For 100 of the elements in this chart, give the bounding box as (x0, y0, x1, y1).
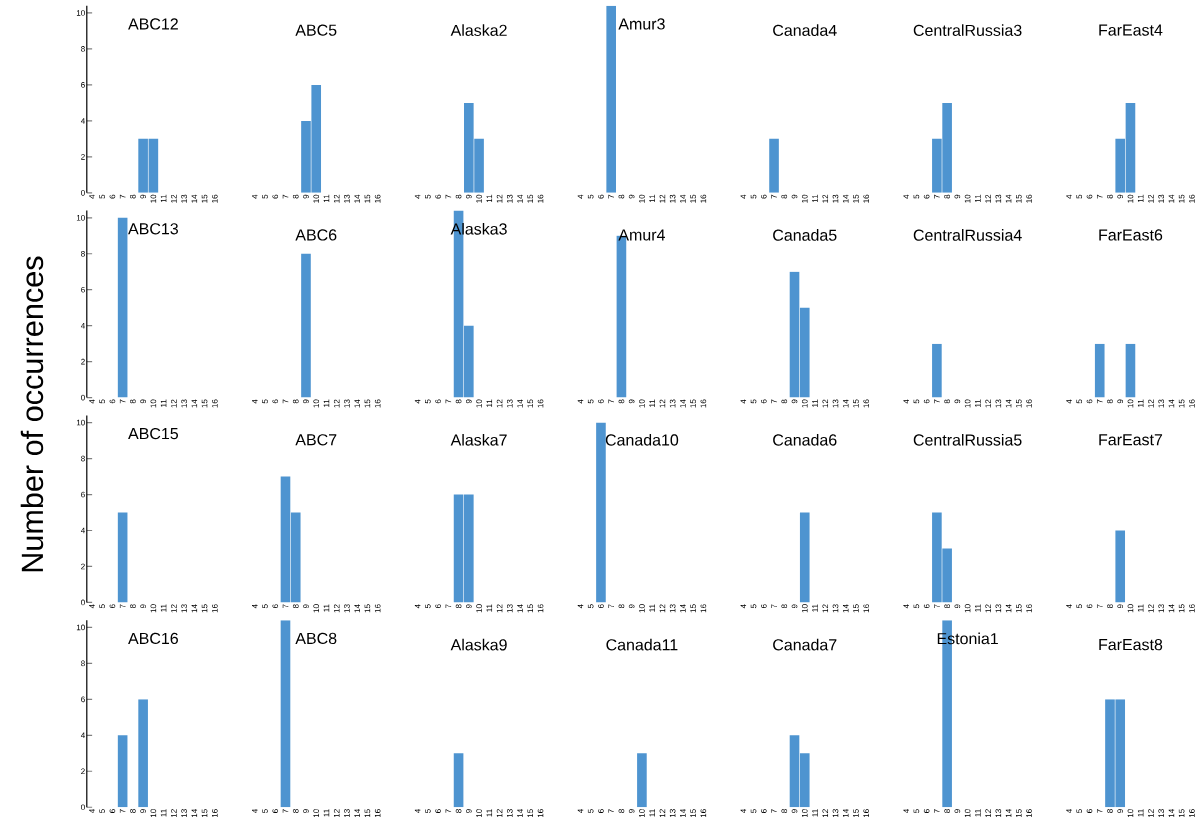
x-tick-label: 4 (577, 399, 584, 404)
x-tick-label: 14 (517, 194, 523, 203)
x-tick-label: 13 (669, 399, 676, 408)
x-tick-label: 13 (832, 604, 839, 613)
x-tick-label: 13 (832, 399, 839, 408)
x-tick-label: 7 (282, 604, 289, 608)
x-tick-label: 16 (211, 399, 218, 408)
x-tick-label: 16 (537, 604, 544, 613)
x-tick-label: 5 (1076, 604, 1083, 609)
x-tick-label: 10 (150, 399, 157, 408)
x-tick-label: 16 (700, 604, 707, 613)
x-tick-label: 10 (150, 809, 157, 818)
x-tick-label: 14 (842, 604, 849, 613)
x-tick-label: 11 (649, 194, 655, 202)
x-tick-label: 4 (1066, 604, 1072, 609)
x-tick-label: 10 (639, 604, 645, 613)
x-tick-label: 16 (700, 399, 707, 408)
x-tick-label: 5 (913, 194, 920, 199)
x-tick-label: 11 (812, 604, 818, 612)
x-tick-label: 6 (923, 399, 930, 404)
x-tick-label: 12 (659, 809, 666, 818)
x-tick-label: 15 (690, 604, 696, 613)
x-tick-label: 11 (649, 399, 655, 407)
x-tick-label: 5 (262, 604, 268, 609)
x-tick-label: 11 (323, 604, 330, 612)
x-tick-label: 15 (364, 604, 371, 613)
x-tick-label: 10 (801, 604, 808, 613)
text: ABC7 (295, 434, 337, 446)
x-tick-label: 16 (863, 194, 870, 203)
x-tick-label: 5 (750, 399, 757, 404)
x-tick-label: 5 (1076, 809, 1083, 813)
x-tick-label: 11 (975, 194, 981, 202)
x-tick-label: 15 (1016, 604, 1022, 613)
x-tick-label: 14 (1168, 194, 1175, 203)
x-tick-label: 9 (465, 194, 472, 199)
x-tick-label: 14 (680, 604, 686, 613)
y-tick-label: 6 (81, 286, 85, 293)
y-tick-label: 2 (81, 358, 85, 365)
x-tick-label: 11 (1137, 194, 1144, 202)
y-tick-label: 0 (81, 599, 85, 606)
x-tick-label: 13 (1158, 399, 1165, 408)
x-tick-label: 11 (160, 194, 167, 202)
text: ABC15 (128, 427, 178, 440)
x-tick-label: 13 (669, 194, 676, 203)
x-tick-label: 16 (863, 399, 870, 408)
y-tick-label: 6 (81, 491, 85, 498)
x-tick-label: 7 (445, 604, 452, 608)
x-tick-label: 8 (130, 399, 136, 404)
x-tick-label: 10 (313, 399, 320, 408)
x-tick-label: 9 (1117, 194, 1124, 199)
x-tick-label: 16 (374, 399, 381, 408)
x-tick-label: 4 (1066, 808, 1072, 813)
x-tick-label: 13 (1158, 809, 1165, 818)
x-tick-label: 16 (1026, 194, 1032, 203)
x-tick-label: 13 (832, 809, 839, 818)
x-tick-label: 6 (109, 604, 116, 608)
x-tick-label: 14 (191, 604, 198, 613)
x-tick-label: 8 (292, 194, 299, 199)
x-tick-label: 7 (1096, 194, 1103, 199)
x-tick-label: 14 (680, 399, 686, 408)
x-tick-label: 12 (985, 809, 991, 818)
x-tick-label: 5 (425, 809, 431, 813)
x-tick-label: 4 (577, 604, 584, 609)
x-tick-label: 6 (272, 809, 279, 813)
x-tick-label: 16 (1026, 399, 1032, 408)
x-tick-label: 16 (537, 399, 544, 408)
x-tick-label: 8 (781, 809, 788, 813)
x-tick-label: 9 (954, 809, 961, 813)
x-tick-label: 14 (354, 604, 360, 613)
x-tick-label: 11 (160, 809, 167, 817)
x-tick-label: 11 (1137, 809, 1144, 817)
x-tick-label: 7 (119, 194, 126, 199)
x-tick-label: 8 (618, 194, 625, 199)
x-tick-label: 6 (435, 194, 441, 199)
x-tick-label: 12 (1148, 194, 1154, 203)
x-tick-label: 5 (750, 194, 757, 199)
x-tick-label: 5 (750, 604, 757, 609)
text: Amur4 (618, 229, 665, 241)
x-tick-label: 14 (1168, 604, 1175, 613)
x-tick-label: 8 (455, 194, 462, 199)
x-tick-label: 15 (201, 399, 208, 408)
x-tick-label: 4 (1066, 194, 1072, 199)
y-tick-label: 6 (81, 81, 85, 88)
x-tick-label: 10 (964, 809, 971, 818)
x-tick-label: 5 (425, 194, 431, 199)
text: Amur3 (618, 18, 665, 30)
x-tick-label: 13 (344, 809, 350, 818)
x-tick-label: 16 (700, 809, 707, 818)
x-tick-label: 12 (659, 604, 666, 613)
x-tick-label: 15 (201, 604, 208, 613)
x-tick-label: 16 (537, 809, 544, 818)
text: CentralRussia4 (913, 229, 1022, 241)
x-tick-label: 12 (1148, 809, 1154, 818)
x-tick-label: 13 (506, 194, 513, 203)
x-tick-label: 15 (690, 399, 696, 408)
x-tick-label: 6 (272, 604, 279, 608)
x-tick-label: 13 (995, 809, 1002, 818)
x-tick-label: 14 (354, 399, 360, 408)
x-tick-label: 16 (1189, 604, 1195, 613)
x-tick-label: 15 (364, 399, 371, 408)
